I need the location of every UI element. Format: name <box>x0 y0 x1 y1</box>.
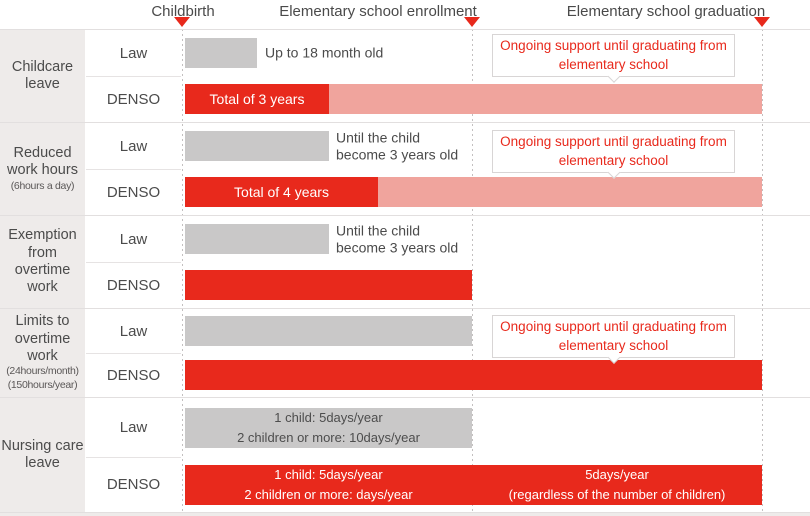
ongoing-support-callout: Ongoing support until graduating from el… <box>492 315 735 359</box>
graduation-marker-triangle-icon <box>754 17 770 27</box>
category-label: Childcare leave <box>11 58 74 92</box>
denso-row-label: DENSO <box>106 90 161 108</box>
marker-label-childbirth: Childbirth <box>151 3 215 20</box>
denso-row: DENSO 1 child: 5days/year 2 children or … <box>0 457 810 512</box>
denso-row: DENSO Total of 3 years <box>0 76 810 122</box>
law-row-label: Law <box>119 419 148 436</box>
denso-bar-left-text: 1 child: 5days/year 2 children or more: … <box>185 465 472 505</box>
law-bar <box>185 316 472 346</box>
denso-bar-text-line: 1 child: 5days/year <box>274 467 383 482</box>
denso-bar-right-text: 5days/year (regardless of the number of … <box>472 465 762 505</box>
law-row: Law 1 child: 5days/year 2 children or mo… <box>0 398 810 457</box>
denso-row-label: DENSO <box>106 366 161 384</box>
category-label: Reduced work hours <box>7 144 78 179</box>
section-exemption-overtime: Exemption from overtime work Law Until t… <box>0 215 810 308</box>
denso-bar-text-line: (regardless of the number of children) <box>508 486 726 502</box>
ongoing-support-callout: Ongoing support until graduating from el… <box>492 130 735 174</box>
enrollment-gridline <box>472 29 473 512</box>
law-bar-note: Until the child become 3 years old <box>336 222 459 255</box>
denso-bar <box>185 270 472 300</box>
section-reduced-work-hours: Reduced work hours (6hours a day) Law Un… <box>0 122 810 215</box>
law-bar-text-line: 1 child: 5days/year <box>274 410 383 425</box>
law-bar: 1 child: 5days/year 2 children or more: … <box>185 407 472 448</box>
category-sublabel: (6hours a day) <box>10 179 75 192</box>
category-cell: Childcare leave <box>0 30 85 122</box>
category-cell: Reduced work hours (6hours a day) <box>0 123 85 215</box>
law-row-label: Law <box>119 230 148 248</box>
row-divider <box>86 169 181 170</box>
category-sublabel: (24hours/month) <box>6 365 79 378</box>
category-cell: Limits to overtime work (24hours/month) … <box>0 309 85 397</box>
law-bar <box>185 224 329 254</box>
law-bar-note: Until the child become 3 years old <box>336 129 459 162</box>
denso-bar <box>185 360 762 390</box>
law-row: Law <box>0 309 810 353</box>
childbirth-marker-triangle-icon <box>174 17 190 27</box>
row-divider <box>86 353 181 354</box>
law-row-label: Law <box>119 44 148 62</box>
category-sublabel: (150hours/year) <box>7 379 78 392</box>
denso-row: DENSO Total of 4 years <box>0 169 810 215</box>
law-bar <box>185 131 329 161</box>
graduation-gridline <box>762 29 763 512</box>
law-bar <box>185 38 257 68</box>
section-nursing-care-leave: Nursing care leave Law 1 child: 5days/ye… <box>0 397 810 512</box>
law-row: Law Until the child become 3 years old <box>0 123 810 169</box>
table-bottom-edge <box>0 512 810 516</box>
law-row: Law Until the child become 3 years old <box>0 216 810 262</box>
section-childcare-leave: Childcare leave Law Up to 18 month old D… <box>0 29 810 122</box>
category-label: Nursing care leave <box>1 437 84 471</box>
denso-row: DENSO <box>0 353 810 397</box>
childbirth-gridline <box>182 29 183 512</box>
denso-bar: 1 child: 5days/year 2 children or more: … <box>185 464 762 505</box>
denso-bar: Total of 4 years <box>185 177 378 207</box>
row-divider <box>86 76 181 77</box>
category-label: Exemption from overtime work <box>8 227 77 296</box>
category-cell: Nursing care leave <box>0 398 85 512</box>
denso-bar-text-line: 5days/year <box>585 467 649 482</box>
law-bar-note: Up to 18 month old <box>265 44 384 61</box>
enrollment-marker-triangle-icon <box>464 17 480 27</box>
category-cell: Exemption from overtime work <box>0 216 85 308</box>
row-divider <box>86 457 181 458</box>
section-limits-overtime: Limits to overtime work (24hours/month) … <box>0 308 810 397</box>
denso-bar-extension <box>329 84 762 114</box>
denso-row-label: DENSO <box>106 183 161 201</box>
marker-label-enrollment: Elementary school enrollment <box>279 3 477 20</box>
law-bar-text-line: 2 children or more: 10days/year <box>237 429 420 445</box>
row-divider <box>86 262 181 263</box>
denso-row: DENSO <box>0 262 810 308</box>
denso-row-label: DENSO <box>106 476 161 493</box>
denso-bar-text-line: 2 children or more: days/year <box>244 486 413 502</box>
denso-row-label: DENSO <box>106 276 161 294</box>
law-row-label: Law <box>119 322 148 340</box>
denso-bar-extension <box>378 177 762 207</box>
marker-label-graduation: Elementary school graduation <box>566 3 766 20</box>
ongoing-support-callout: Ongoing support until graduating from el… <box>492 34 735 78</box>
denso-bar: Total of 3 years <box>185 84 329 114</box>
category-label: Limits to overtime work <box>14 313 71 365</box>
law-row-label: Law <box>119 137 148 155</box>
law-row: Law Up to 18 month old <box>0 30 810 76</box>
